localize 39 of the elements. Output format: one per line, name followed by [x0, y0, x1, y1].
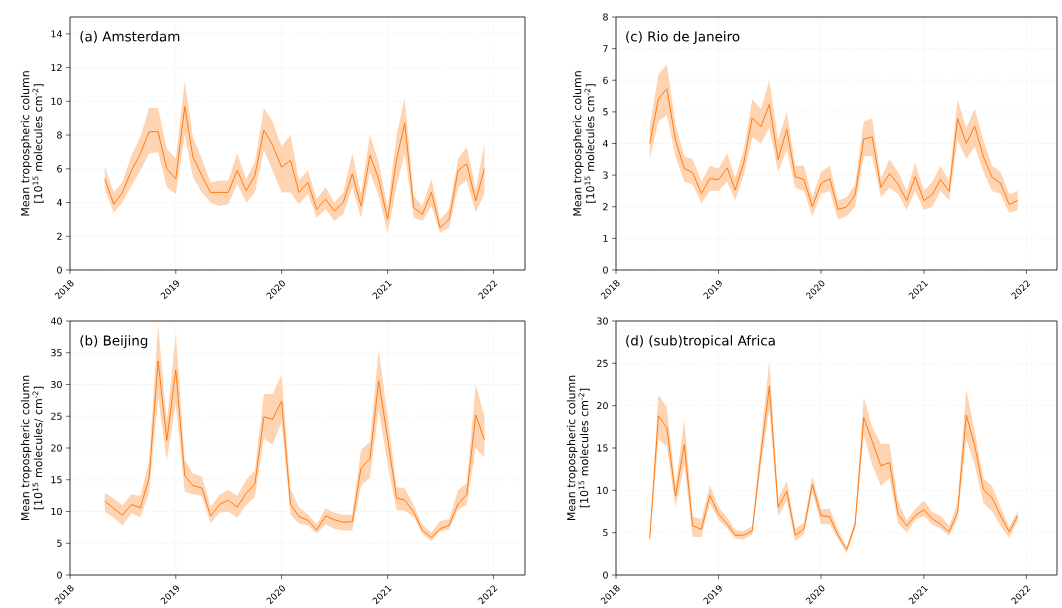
y-tick-label: 8 — [57, 131, 62, 139]
y-tick-label: 10 — [51, 507, 62, 516]
y-tick-label: 30 — [51, 380, 62, 389]
y-tick-label: 12 — [51, 64, 62, 72]
text: (d) (sub)tropical Africa — [626, 335, 775, 349]
y-tick-label: 7 — [603, 45, 608, 53]
y-tick-label: 3 — [603, 171, 608, 179]
y-tick-label: 20 — [51, 444, 62, 452]
text: (c) Rio de Janeiro — [626, 31, 740, 45]
y-tick-label: 4 — [602, 140, 608, 147]
y-tick-label: 15 — [597, 444, 608, 452]
y-tick-label: 20 — [597, 402, 608, 410]
y-tick-label: 0 — [57, 571, 62, 579]
y-tick-label: 10 — [51, 97, 62, 105]
y-tick-label: 10 — [597, 486, 608, 494]
y-tick-label: 40 — [50, 317, 62, 325]
y-tick-label: 2 — [603, 203, 608, 211]
line-series — [649, 88, 1019, 210]
line-series — [104, 360, 485, 538]
text: (a) Amsterdam — [80, 31, 180, 44]
y-tick-label: 5 — [57, 539, 62, 547]
y-tick-label: 8 — [603, 13, 608, 21]
y-tick-label: 0 — [603, 266, 608, 274]
y-tick-label: 5 — [603, 108, 608, 116]
y-tick-label: 0 — [57, 266, 62, 274]
y-tick-label: 30 — [597, 317, 608, 325]
y-tick-label: 2 — [57, 232, 62, 240]
y-tick-label: 1 — [603, 234, 608, 242]
y-tick-label: 4 — [56, 199, 62, 206]
y-tick-label: 6 — [57, 165, 62, 173]
y-tick-label: 6 — [603, 76, 608, 84]
y-tick-label: 25 — [597, 359, 608, 367]
y-tick-label: 0 — [603, 571, 608, 579]
y-tick-label: 14 — [51, 30, 62, 38]
y-tick-label: 35 — [51, 349, 62, 357]
y-tick-label: 25 — [51, 412, 62, 420]
y-tick-label: 15 — [51, 476, 62, 484]
y-tick-label: 5 — [603, 529, 608, 537]
text: (b) Beijing — [80, 335, 148, 349]
